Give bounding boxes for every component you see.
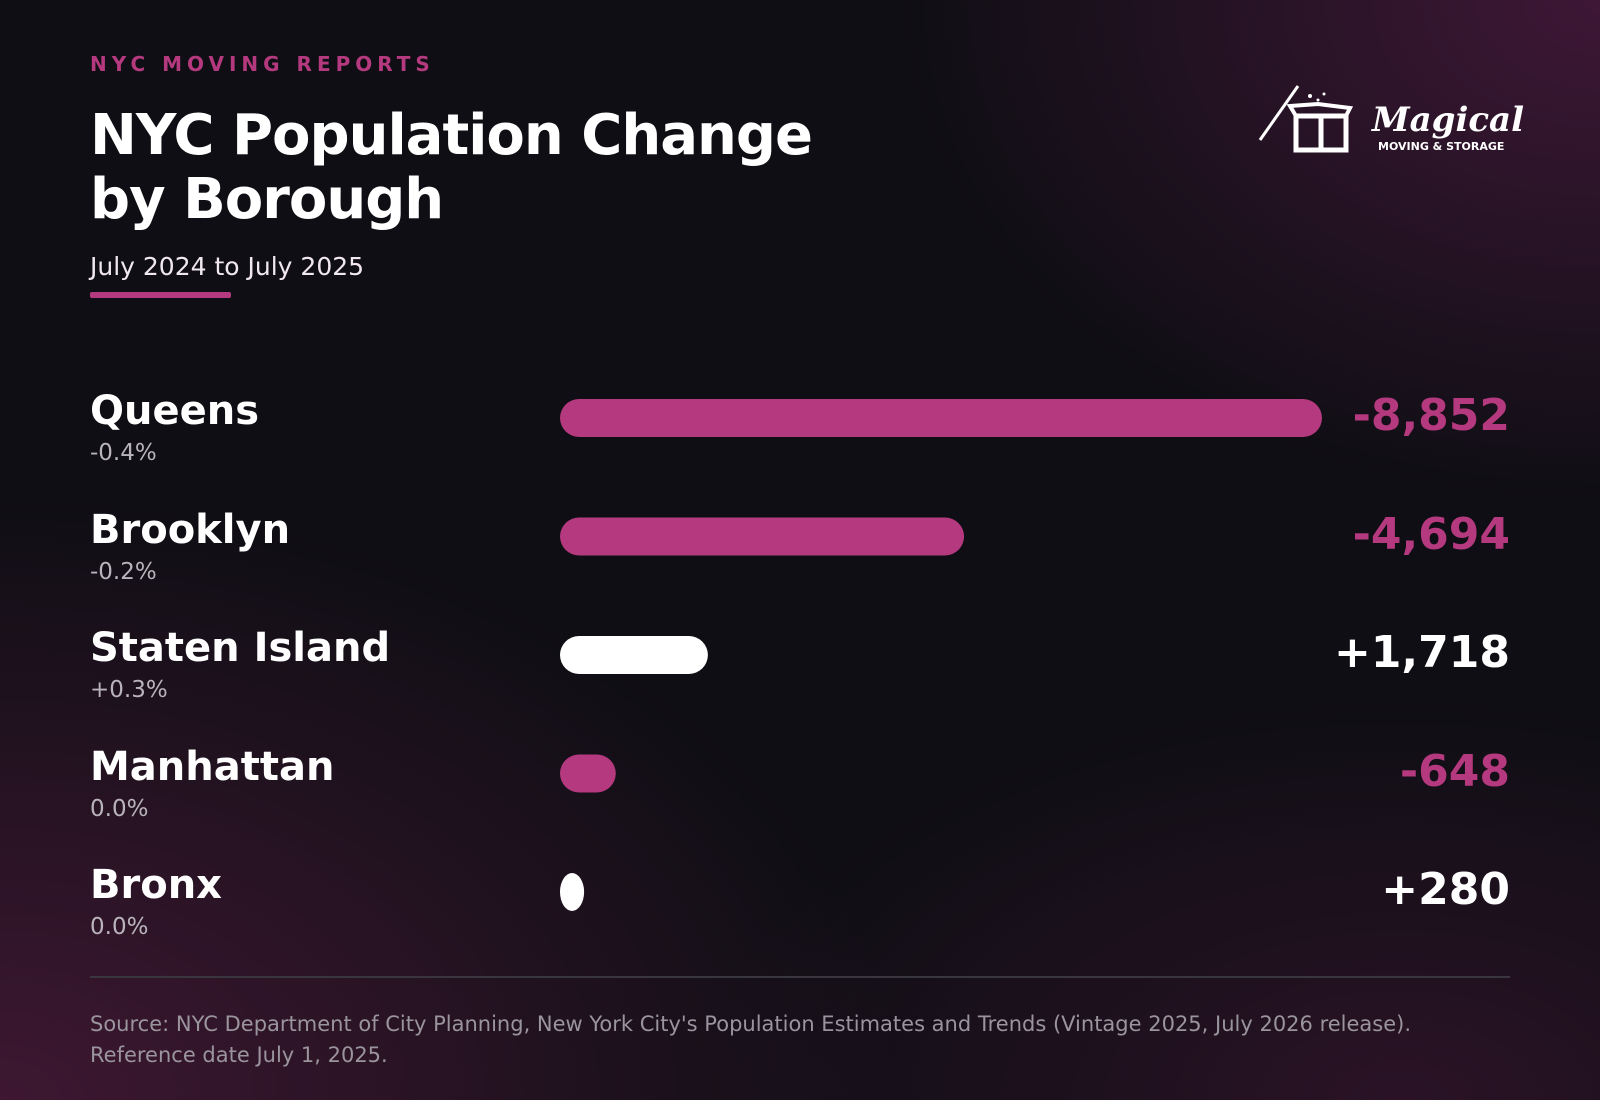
- divider: [90, 976, 1510, 978]
- subtitle: July 2024 to July 2025: [90, 252, 365, 281]
- percent-label: -0.4%: [90, 440, 157, 466]
- percent-label: +0.3%: [90, 677, 168, 703]
- eyebrow: NYC MOVING REPORTS: [90, 52, 435, 76]
- value-label: -648: [1399, 745, 1510, 797]
- category-label: Staten Island: [90, 625, 391, 671]
- chart-title: NYC Population Change by Borough: [90, 103, 813, 232]
- category-label: Brooklyn: [90, 506, 291, 553]
- bar: [560, 754, 616, 793]
- value-label: +1,718: [1333, 627, 1510, 678]
- category-label: Manhattan: [90, 743, 335, 790]
- source-note: Reference date July 1, 2025.: [90, 1043, 388, 1067]
- source-note: Source: NYC Department of City Planning,…: [90, 1012, 1412, 1036]
- percent-label: 0.0%: [90, 795, 149, 822]
- percent-label: -0.2%: [90, 558, 157, 585]
- percent-label: 0.0%: [90, 914, 149, 940]
- bar: [560, 636, 708, 674]
- value-label: -8,852: [1352, 390, 1510, 441]
- brand-tagline: MOVING & STORAGE: [1378, 140, 1505, 153]
- category-label: Bronx: [90, 862, 222, 908]
- bar: [560, 399, 1322, 437]
- value-label: +280: [1381, 864, 1510, 915]
- bar: [560, 873, 585, 911]
- subtitle-underline: [90, 292, 231, 298]
- brand-name: Magical: [1372, 100, 1525, 140]
- bar: [560, 517, 965, 556]
- category-label: Queens: [90, 388, 260, 434]
- value-label: -4,694: [1352, 508, 1510, 560]
- logo-icon: [1258, 85, 1354, 153]
